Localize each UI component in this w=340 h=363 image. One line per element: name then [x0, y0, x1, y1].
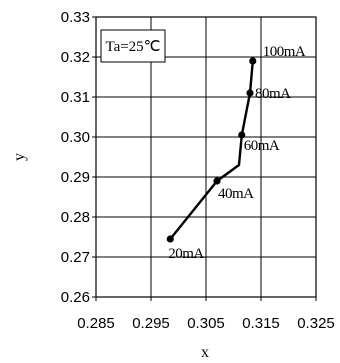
data-point	[249, 57, 257, 65]
x-tick-label: 0.305	[187, 315, 225, 332]
y-tick-label: 0.27	[61, 249, 90, 266]
data-point	[166, 235, 174, 243]
y-tick-label: 0.29	[61, 169, 90, 186]
point-label: 100mA	[263, 44, 306, 60]
series: 20mA 40mA 60mA 80mA 100mA	[166, 44, 306, 262]
annotation-box	[100, 29, 166, 63]
y-axis-ticks: 0.26 0.27 0.28 0.29 0.30 0.31 0.32 0.33	[61, 9, 96, 306]
data-point	[213, 177, 221, 185]
x-tick-label: 0.295	[132, 315, 170, 332]
x-tick-label: 0.285	[77, 315, 115, 332]
x-axis-ticks: 0.285 0.295 0.305 0.315 0.325	[77, 297, 335, 332]
y-tick-label: 0.31	[61, 89, 90, 106]
grid	[96, 17, 316, 297]
point-label: 60mA	[244, 138, 280, 154]
x-axis-title: x	[201, 344, 209, 361]
point-label: 20mA	[168, 246, 204, 262]
annotation-text: Ta=25℃	[105, 39, 160, 55]
y-tick-label: 0.33	[61, 9, 90, 26]
y-axis-title: y	[11, 153, 28, 161]
point-label: 80mA	[255, 86, 291, 102]
data-point	[238, 131, 246, 139]
point-label: 40mA	[218, 186, 254, 202]
data-point	[246, 89, 254, 97]
x-tick-label: 0.315	[242, 315, 280, 332]
temperature-annotation: Ta=25℃	[100, 29, 166, 63]
x-tick-label: 0.325	[297, 315, 335, 332]
y-tick-label: 0.30	[61, 129, 90, 146]
y-tick-label: 0.32	[61, 49, 90, 66]
series-line	[169, 60, 254, 240]
y-tick-label: 0.26	[61, 289, 90, 306]
y-tick-label: 0.28	[61, 209, 90, 226]
